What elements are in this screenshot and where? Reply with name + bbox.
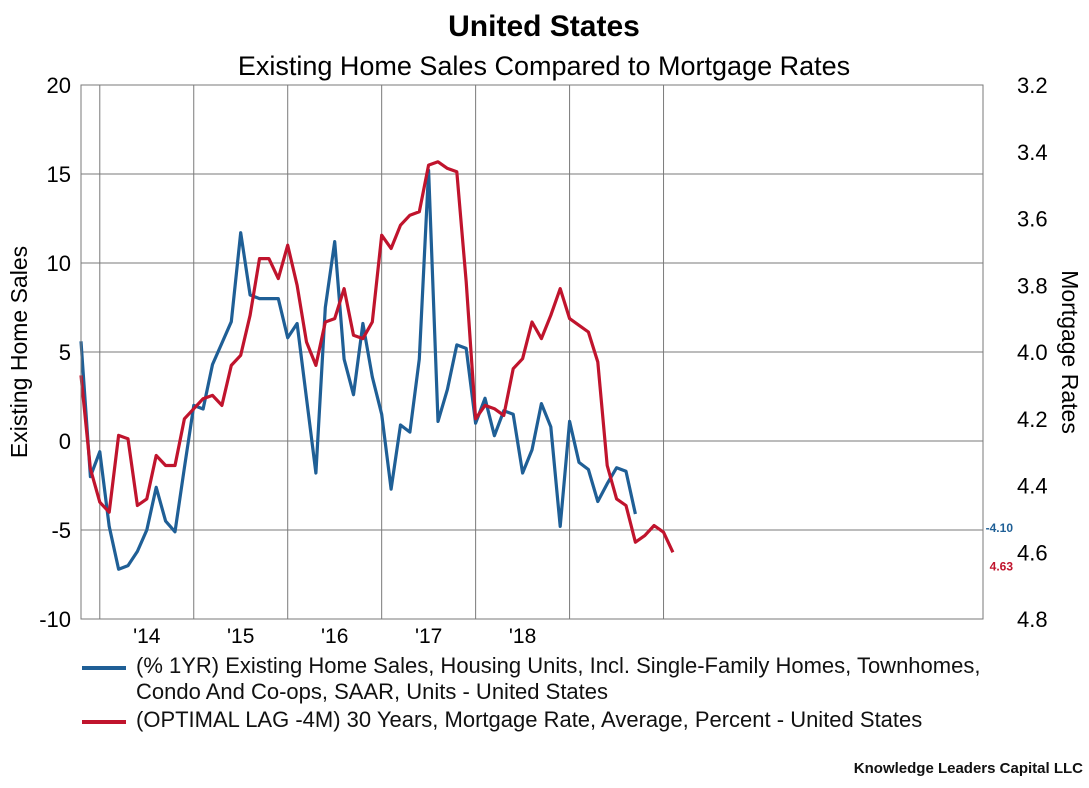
x-tick-label: '18 — [509, 625, 536, 648]
left-axis-ticks: 20 15 10 5 0 -5 -10 — [39, 73, 71, 632]
x-tick-label: '17 — [415, 625, 442, 648]
right-tick-label: 3.6 — [1017, 207, 1048, 232]
x-tick-label: '14 — [133, 625, 161, 648]
left-tick-label: 15 — [47, 162, 71, 187]
mortgage-rate-line — [79, 160, 675, 553]
right-tick-label: 4.2 — [1017, 407, 1048, 432]
legend-label-home-sales: (% 1YR) Existing Home Sales, Housing Uni… — [136, 653, 981, 704]
right-tick-label: 4.4 — [1017, 474, 1048, 499]
chart-subtitle: Existing Home Sales Compared to Mortgage… — [238, 51, 850, 81]
right-tick-label: 4.0 — [1017, 340, 1048, 365]
mortgage-rate-end-label: 4.63 — [990, 559, 1014, 573]
left-tick-label: -5 — [51, 518, 71, 543]
plot-frame — [80, 84, 984, 620]
left-axis-label: Existing Home Sales — [6, 246, 32, 458]
x-tick-label: '15 — [227, 625, 254, 648]
legend-swatch-home-sales — [82, 666, 126, 670]
legend-item-mortgage-rate: (OPTIMAL LAG -4M) 30 Years, Mortgage Rat… — [82, 707, 1082, 733]
x-axis-ticks: '14 '15 '16 '17 '18 — [133, 625, 536, 648]
right-tick-label: 3.4 — [1017, 140, 1048, 165]
series-layer: -4.10 4.63 — [79, 160, 1014, 573]
right-tick-label: 3.8 — [1017, 273, 1048, 298]
credit-text: Knowledge Leaders Capital LLC — [853, 760, 1083, 777]
right-tick-label: 4.8 — [1017, 607, 1048, 632]
home-sales-end-label: -4.10 — [986, 521, 1014, 535]
right-axis-label: Mortgage Rates — [1057, 270, 1083, 434]
right-tick-label: 4.6 — [1017, 540, 1048, 565]
legend-item-home-sales: (% 1YR) Existing Home Sales, Housing Uni… — [82, 653, 1082, 705]
chart-title: United States — [448, 10, 640, 43]
left-tick-label: 10 — [47, 251, 71, 276]
home-sales-line — [79, 168, 637, 571]
x-tick-label: '16 — [321, 625, 348, 648]
left-tick-label: 20 — [47, 73, 71, 98]
legend-swatch-mortgage-rate — [82, 720, 126, 724]
legend: (% 1YR) Existing Home Sales, Housing Uni… — [82, 653, 1082, 735]
left-tick-label: 0 — [59, 429, 71, 454]
right-axis-ticks: 3.2 3.4 3.6 3.8 4.0 4.2 4.4 4.6 4.8 — [1017, 73, 1048, 632]
legend-label-mortgage-rate: (OPTIMAL LAG -4M) 30 Years, Mortgage Rat… — [136, 707, 923, 732]
right-tick-label: 3.2 — [1017, 73, 1048, 98]
left-tick-label: 5 — [59, 340, 71, 365]
left-tick-label: -10 — [39, 607, 71, 632]
